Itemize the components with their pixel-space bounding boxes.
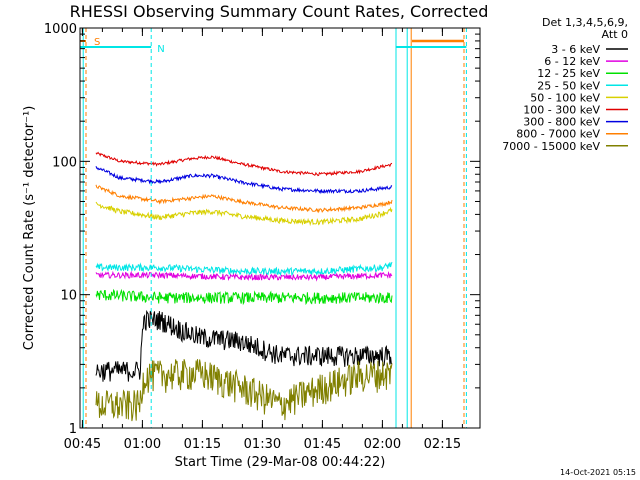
x-tick-label: 00:45 (64, 437, 101, 452)
x-tick-label: 01:30 (244, 437, 281, 452)
legend-entry-label: 6 - 12 keV (544, 55, 600, 68)
x-tick-label: 02:00 (364, 437, 401, 452)
flag-label-s: S (94, 37, 100, 48)
legend-entry-label: 25 - 50 keV (537, 79, 600, 92)
legend-header-line: Det 1,3,4,5,6,9, (542, 16, 628, 29)
x-axis: 00:45 01:00 01:15 01:30 01:45 02:00 02:15 (64, 28, 463, 452)
x-tick-label: 02:15 (424, 437, 461, 452)
series-line-3-6-kev (95, 309, 393, 382)
legend-entry-label: 800 - 7000 keV (516, 128, 600, 141)
series-line-25-50-kev (95, 261, 393, 277)
x-axis-label: Start Time (29-Mar-08 00:44:22) (175, 455, 386, 470)
legend-entry-label: 12 - 25 keV (537, 67, 600, 80)
series-line-800-7000-kev (95, 184, 393, 214)
legend-entry-label: 7000 - 15000 keV (502, 140, 600, 153)
series-line-50-100-kev (95, 201, 393, 227)
x-tick-label: 01:15 (184, 437, 221, 452)
y-axis-label: Corrected Count Rate (s⁻¹ detector⁻¹) (22, 106, 37, 351)
series-line-300-800-kev (95, 166, 393, 195)
footer-timestamp: 14-Oct-2021 05:15 (560, 468, 636, 477)
x-tick-label: 01:45 (304, 437, 341, 452)
x-tick-label: 01:00 (124, 437, 161, 452)
y-tick-label: 10 (60, 289, 77, 304)
flag-markers: SN (80, 28, 467, 428)
series-line-12-25-kev (95, 288, 393, 306)
series-line-100-300-kev (95, 151, 393, 177)
y-tick-label: 100 (52, 155, 77, 170)
y-axis: 1 10 100 1000 (44, 22, 480, 437)
legend-header-line: Att 0 (602, 28, 628, 41)
flag-label-n: N (157, 44, 164, 55)
y-tick-label: 1 (69, 422, 77, 437)
legend-entry-label: 300 - 800 keV (523, 116, 600, 129)
y-tick-label: 1000 (44, 22, 77, 37)
legend-entry-label: 100 - 300 keV (523, 104, 600, 117)
legend-entry-label: 3 - 6 keV (551, 43, 600, 56)
chart-title: RHESSI Observing Summary Count Rates, Co… (70, 2, 489, 21)
series-line-6-12-kev (95, 270, 393, 282)
plot-frame (79, 27, 481, 429)
legend-entry-label: 50 - 100 keV (530, 91, 600, 104)
series-group (95, 151, 393, 422)
series-line-7000-15000-kev (95, 359, 393, 422)
